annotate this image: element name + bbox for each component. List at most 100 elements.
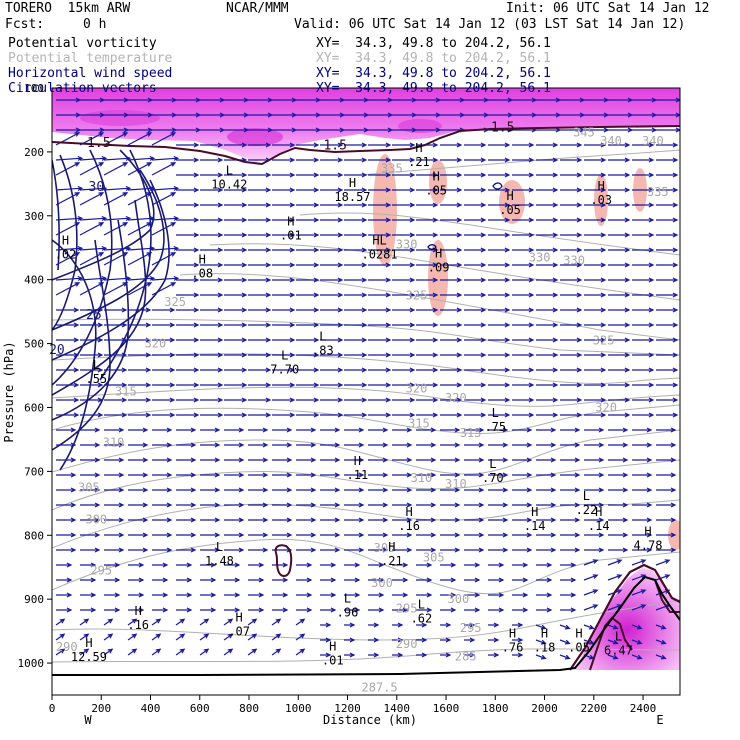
x-tick-label: 200 [91,702,111,715]
vector-arrow [464,187,487,193]
vector-arrow [199,618,210,626]
vector-arrow [488,637,500,643]
pv-label: 1.5 [87,136,110,151]
vector-arrow [55,275,84,281]
vector-arrow [272,502,293,508]
vector-arrow [320,487,341,493]
extremum: H18.57 [334,176,370,204]
vector-arrow [344,352,368,358]
vector-arrow [464,232,487,238]
vector-arrow [632,397,655,403]
vector-arrow [560,577,577,583]
y-tick-label: 900 [24,593,44,606]
vector-arrow [416,382,439,388]
y-tick-label: 400 [24,274,44,287]
vector-arrow [320,382,344,388]
vector-arrow [560,397,583,403]
vector-arrow [200,307,224,313]
vector-arrow [127,648,138,656]
vector-arrow [584,412,607,418]
vector-arrow [392,547,413,553]
terrain-line [52,575,680,676]
vector-arrow [512,322,535,328]
vector-arrow [176,217,200,223]
vector-arrow [344,142,368,148]
vector-arrow [416,307,439,313]
vector-arrow [224,457,245,463]
vector-arrow [344,562,361,568]
extremum-value: .02 [55,248,77,262]
vector-arrow [296,472,317,478]
vector-arrow [440,322,463,328]
vector-arrow [175,633,186,641]
isotach-label: 25 [86,308,102,323]
theta-label: 320 [406,381,428,395]
theta-label: 335 [381,162,403,176]
vector-arrow [512,217,535,223]
vector-arrow [79,185,108,191]
vector-arrow [512,637,524,643]
vector-arrow [631,639,643,645]
vector-arrow [632,307,655,313]
vector-arrow [368,427,389,433]
vector-arrow [440,637,452,643]
vector-arrow [296,412,320,418]
vector-arrow [103,132,129,146]
vector-arrow [224,337,248,343]
vector-arrow [320,142,344,148]
vector-arrow [536,472,557,478]
vector-arrow [104,502,125,508]
vector-arrow [224,247,248,253]
vector-arrow [176,232,200,238]
vector-arrow [368,577,385,583]
field-xy-theta: XY= 34.3, 49.8 to 204.2, 56.1 [316,51,551,66]
vector-arrow [536,172,559,178]
end-label-east: E [656,713,663,727]
extremum-value: .70 [482,471,504,485]
vector-arrow [416,502,437,508]
vector-arrow [392,487,413,493]
vector-arrow [272,577,289,583]
vector-arrow [248,367,272,373]
vector-arrow [224,277,248,283]
vector-arrow [464,622,476,628]
vector-arrow [56,457,77,463]
vector-arrow [200,367,224,373]
vector-arrow [55,633,66,641]
vector-arrow [176,337,200,343]
vector-arrow [368,172,392,178]
vector-arrow [176,457,197,463]
vector-arrow [560,217,583,223]
vector-arrow [464,277,487,283]
vector-arrow [512,577,529,583]
vector-arrow [560,412,583,418]
vector-arrow [272,247,296,253]
x-tick-label: 400 [141,702,161,715]
vector-arrow [272,562,289,568]
vector-arrow [272,397,296,403]
extremum-symbol: L [226,163,233,177]
vector-arrow [176,367,200,373]
vector-arrow [104,337,128,343]
vector-arrow [560,487,581,493]
vector-arrow [560,427,581,433]
vector-arrow [320,367,344,373]
vector-arrow [656,307,679,313]
vector-arrow [368,487,389,493]
field-name-pv: Potential vorticity [8,36,157,51]
extremum: H.05 [499,189,521,217]
vector-arrow [656,172,679,178]
vector-arrow [632,322,655,328]
vector-arrow [272,472,293,478]
field-xy-vectors: XY= 34.3, 49.8 to 204.2, 56.1 [316,81,551,96]
vector-arrow [584,397,607,403]
vector-arrow [200,172,224,178]
vector-arrow [560,247,583,253]
vector-arrow [152,532,173,538]
vector-arrow [512,367,535,373]
vector-arrow [368,652,380,658]
vector-arrow [560,547,581,553]
vector-arrow [296,247,320,253]
vector-arrow [272,532,293,538]
vector-arrow [200,562,217,568]
